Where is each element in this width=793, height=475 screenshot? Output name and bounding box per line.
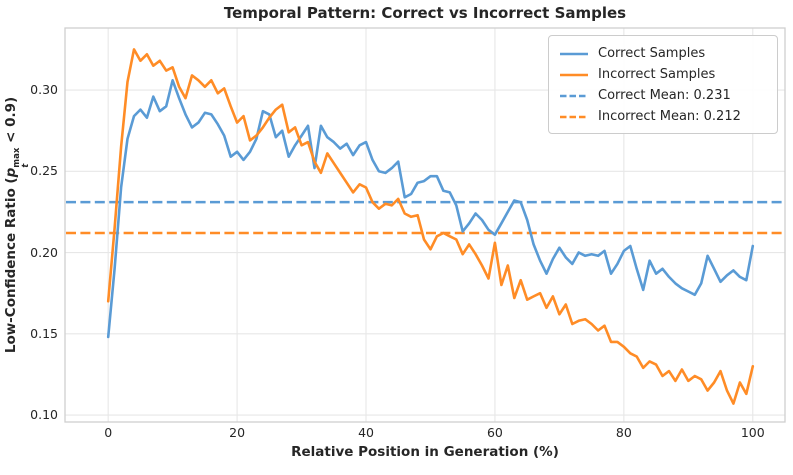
legend-label-incorrect-samples: Incorrect Samples [598,67,716,82]
incorrect-samples-line [106,48,755,405]
x-tick-label: 80 [615,425,632,440]
legend-label-correct-samples: Correct Samples [598,46,706,61]
correct-line-swatch [560,52,588,55]
axes-spines [64,27,786,423]
incorrect-mean-swatch [560,115,588,118]
y-tick-label: 0.15 [30,325,58,341]
x-tick-label: 40 [358,425,374,440]
x-tick-label: 60 [486,425,503,440]
legend-label-incorrect-mean: Incorrect Mean: 0.212 [598,109,741,124]
correct-mean-swatch [560,94,588,97]
x-tick-label: 100 [740,425,765,440]
legend-label-correct-mean: Correct Mean: 0.231 [598,88,731,103]
y-axis-label: Low-Confidence Ratio (p max t < 0.9) [3,96,31,354]
y-tick-label: 0.25 [30,163,58,179]
x-axis-label: Relative Position in Generation (%) [291,444,559,460]
legend: Correct Samples Incorrect Samples Correc… [548,35,778,134]
legend-item-incorrect-samples: Incorrect Samples [559,64,767,85]
y-tick-label: 0.20 [30,244,58,260]
x-tick-label: 0 [104,425,113,440]
legend-item-correct-mean: Correct Mean: 0.231 [559,85,767,106]
correct-samples-line [106,79,755,339]
chart-title: Temporal Pattern: Correct vs Incorrect S… [223,4,627,22]
legend-item-correct-samples: Correct Samples [559,43,767,64]
legend-item-incorrect-mean: Incorrect Mean: 0.212 [559,106,767,127]
y-tick-label: 0.30 [30,81,58,97]
x-tick-label: 20 [229,425,246,440]
incorrect-line-swatch [560,73,588,76]
y-tick-label: 0.10 [30,406,58,422]
